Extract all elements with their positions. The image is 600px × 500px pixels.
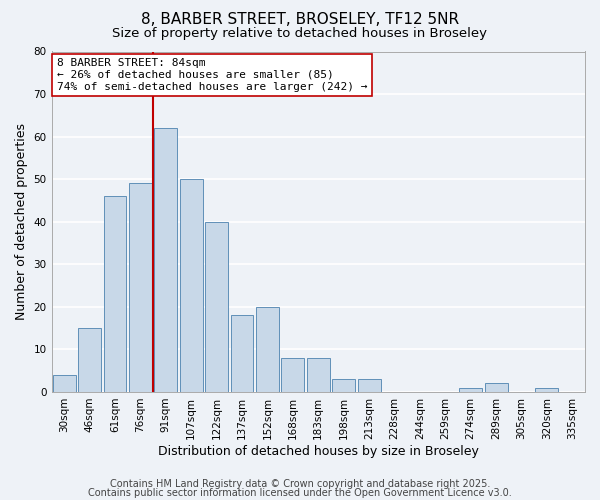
Bar (281, 358, 304, 392)
Bar (205, 222, 228, 392)
Bar (535, 388, 559, 392)
X-axis label: Distribution of detached houses by size in Broseley: Distribution of detached houses by size … (158, 444, 479, 458)
Text: Contains public sector information licensed under the Open Government Licence v3: Contains public sector information licen… (88, 488, 512, 498)
Text: 8, BARBER STREET, BROSELEY, TF12 5NR: 8, BARBER STREET, BROSELEY, TF12 5NR (141, 12, 459, 28)
Bar (332, 379, 355, 392)
Bar (358, 379, 380, 392)
Text: Contains HM Land Registry data © Crown copyright and database right 2025.: Contains HM Land Registry data © Crown c… (110, 479, 490, 489)
Text: Size of property relative to detached houses in Broseley: Size of property relative to detached ho… (113, 28, 487, 40)
Y-axis label: Number of detached properties: Number of detached properties (15, 123, 28, 320)
Bar (459, 388, 482, 392)
Bar (78, 328, 101, 392)
Text: 8 BARBER STREET: 84sqm
← 26% of detached houses are smaller (85)
74% of semi-det: 8 BARBER STREET: 84sqm ← 26% of detached… (57, 58, 367, 92)
Bar (485, 384, 508, 392)
Bar (180, 179, 203, 392)
Bar (154, 128, 177, 392)
Bar (129, 184, 152, 392)
Bar (104, 196, 127, 392)
Bar (256, 307, 279, 392)
Bar (307, 358, 330, 392)
Bar (230, 316, 253, 392)
Bar (53, 375, 76, 392)
